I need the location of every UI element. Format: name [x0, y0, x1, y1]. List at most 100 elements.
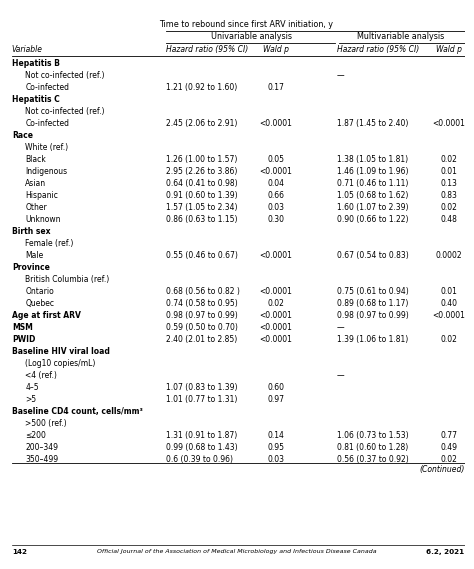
Text: Birth sex: Birth sex [12, 227, 50, 236]
Text: Other: Other [26, 203, 47, 212]
Text: 0.66: 0.66 [267, 191, 284, 200]
Text: —: — [337, 323, 345, 332]
Text: 0.49: 0.49 [440, 443, 457, 452]
Text: 0.90 (0.66 to 1.22): 0.90 (0.66 to 1.22) [337, 215, 409, 224]
Text: <0.0001: <0.0001 [432, 119, 465, 128]
Text: 2.95 (2.26 to 3.86): 2.95 (2.26 to 3.86) [166, 167, 238, 176]
Text: 1.87 (1.45 to 2.40): 1.87 (1.45 to 2.40) [337, 119, 409, 128]
Text: Asian: Asian [26, 179, 46, 188]
Text: Hazard ratio (95% CI): Hazard ratio (95% CI) [166, 45, 249, 53]
Text: 1.01 (0.77 to 1.31): 1.01 (0.77 to 1.31) [166, 395, 238, 404]
Text: <0.0001: <0.0001 [259, 323, 292, 332]
Text: <0.0001: <0.0001 [259, 311, 292, 320]
Text: 0.86 (0.63 to 1.15): 0.86 (0.63 to 1.15) [166, 215, 238, 224]
Text: 0.56 (0.37 to 0.92): 0.56 (0.37 to 0.92) [337, 455, 409, 464]
Text: 0.17: 0.17 [267, 83, 284, 92]
Text: 1.26 (1.00 to 1.57): 1.26 (1.00 to 1.57) [166, 155, 238, 164]
Text: 4–5: 4–5 [26, 383, 39, 392]
Text: Unknown: Unknown [26, 215, 61, 224]
Text: Wald p: Wald p [436, 45, 462, 53]
Text: 0.91 (0.60 to 1.39): 0.91 (0.60 to 1.39) [166, 191, 238, 200]
Text: 0.14: 0.14 [267, 431, 284, 440]
Text: Univariable analysis: Univariable analysis [211, 32, 292, 41]
Text: 0.03: 0.03 [267, 455, 284, 464]
Text: Quebec: Quebec [26, 299, 55, 308]
Text: 0.98 (0.97 to 0.99): 0.98 (0.97 to 0.99) [166, 311, 238, 320]
Text: 0.95: 0.95 [267, 443, 284, 452]
Text: Black: Black [26, 155, 46, 164]
Text: Variable: Variable [12, 45, 43, 53]
Text: British Columbia (ref.): British Columbia (ref.) [26, 275, 109, 284]
Text: 0.05: 0.05 [267, 155, 284, 164]
Text: 0.98 (0.97 to 0.99): 0.98 (0.97 to 0.99) [337, 311, 409, 320]
Text: 0.68 (0.56 to 0.82 ): 0.68 (0.56 to 0.82 ) [166, 287, 240, 296]
Text: 0.81 (0.60 to 1.28): 0.81 (0.60 to 1.28) [337, 443, 409, 452]
Text: ≤200: ≤200 [26, 431, 46, 440]
Text: Not co-infected (ref.): Not co-infected (ref.) [26, 107, 105, 116]
Text: Hazard ratio (95% CI): Hazard ratio (95% CI) [337, 45, 419, 53]
Text: (Log10 copies/mL): (Log10 copies/mL) [26, 359, 96, 368]
Text: Co-infected: Co-infected [26, 83, 69, 92]
Text: 0.01: 0.01 [440, 167, 457, 176]
Text: 0.77: 0.77 [440, 431, 457, 440]
Text: 0.67 (0.54 to 0.83): 0.67 (0.54 to 0.83) [337, 251, 409, 260]
Text: 0.89 (0.68 to 1.17): 0.89 (0.68 to 1.17) [337, 299, 409, 308]
Text: Hepatitis B: Hepatitis B [12, 59, 60, 68]
Text: 0.02: 0.02 [440, 335, 457, 344]
Text: 0.30: 0.30 [267, 215, 284, 224]
Text: <0.0001: <0.0001 [259, 119, 292, 128]
Text: MSM: MSM [12, 323, 33, 332]
Text: 0.99 (0.68 to 1.43): 0.99 (0.68 to 1.43) [166, 443, 238, 452]
Text: 1.31 (0.91 to 1.87): 1.31 (0.91 to 1.87) [166, 431, 238, 440]
Text: PWID: PWID [12, 335, 35, 344]
Text: —: — [337, 71, 345, 80]
Text: 1.06 (0.73 to 1.53): 1.06 (0.73 to 1.53) [337, 431, 409, 440]
Text: Province: Province [12, 263, 50, 272]
Text: 0.64 (0.41 to 0.98): 0.64 (0.41 to 0.98) [166, 179, 238, 188]
Text: 1.21 (0.92 to 1.60): 1.21 (0.92 to 1.60) [166, 83, 238, 92]
Text: 1.05 (0.68 to 1.62): 1.05 (0.68 to 1.62) [337, 191, 409, 200]
Text: 350–499: 350–499 [26, 455, 58, 464]
Text: 0.01: 0.01 [440, 287, 457, 296]
Text: <4 (ref.): <4 (ref.) [26, 371, 57, 380]
Text: Ontario: Ontario [26, 287, 54, 296]
Text: 0.59 (0.50 to 0.70): 0.59 (0.50 to 0.70) [166, 323, 238, 332]
Text: 0.03: 0.03 [267, 203, 284, 212]
Text: 0.60: 0.60 [267, 383, 284, 392]
Text: 0.48: 0.48 [440, 215, 457, 224]
Text: 0.13: 0.13 [440, 179, 457, 188]
Text: 0.97: 0.97 [267, 395, 284, 404]
Text: 0.74 (0.58 to 0.95): 0.74 (0.58 to 0.95) [166, 299, 238, 308]
Text: 0.55 (0.46 to 0.67): 0.55 (0.46 to 0.67) [166, 251, 238, 260]
Text: Indigenous: Indigenous [26, 167, 67, 176]
Text: 0.75 (0.61 to 0.94): 0.75 (0.61 to 0.94) [337, 287, 409, 296]
Text: Wald p: Wald p [263, 45, 289, 53]
Text: —: — [337, 371, 345, 380]
Text: 0.02: 0.02 [440, 455, 457, 464]
Text: Multivariable analysis: Multivariable analysis [357, 32, 445, 41]
Text: (Continued): (Continued) [419, 465, 465, 474]
Text: 1.60 (1.07 to 2.39): 1.60 (1.07 to 2.39) [337, 203, 409, 212]
Text: <0.0001: <0.0001 [259, 287, 292, 296]
Text: <0.0001: <0.0001 [259, 167, 292, 176]
Text: 1.57 (1.05 to 2.34): 1.57 (1.05 to 2.34) [166, 203, 238, 212]
Text: Hispanic: Hispanic [26, 191, 58, 200]
Text: Male: Male [26, 251, 44, 260]
Text: Race: Race [12, 131, 33, 140]
Text: Not co-infected (ref.): Not co-infected (ref.) [26, 71, 105, 80]
Text: 1.07 (0.83 to 1.39): 1.07 (0.83 to 1.39) [166, 383, 238, 392]
Text: 2.45 (2.06 to 2.91): 2.45 (2.06 to 2.91) [166, 119, 238, 128]
Text: Baseline HIV viral load: Baseline HIV viral load [12, 347, 109, 356]
Text: Baseline CD4 count, cells/mm³: Baseline CD4 count, cells/mm³ [12, 407, 143, 416]
Text: <0.0001: <0.0001 [259, 335, 292, 344]
Text: 1.39 (1.06 to 1.81): 1.39 (1.06 to 1.81) [337, 335, 409, 344]
Text: Female (ref.): Female (ref.) [26, 239, 74, 248]
Text: Time to rebound since first ARV initiation, y: Time to rebound since first ARV initiati… [159, 20, 333, 28]
Text: Age at first ARV: Age at first ARV [12, 311, 81, 320]
Text: 0.04: 0.04 [267, 179, 284, 188]
Text: Official Journal of the Association of Medical Microbiology and Infectious Disea: Official Journal of the Association of M… [97, 550, 377, 554]
Text: 0.0002: 0.0002 [435, 251, 462, 260]
Text: 0.02: 0.02 [440, 155, 457, 164]
Text: >500 (ref.): >500 (ref.) [26, 419, 67, 428]
Text: <0.0001: <0.0001 [432, 311, 465, 320]
